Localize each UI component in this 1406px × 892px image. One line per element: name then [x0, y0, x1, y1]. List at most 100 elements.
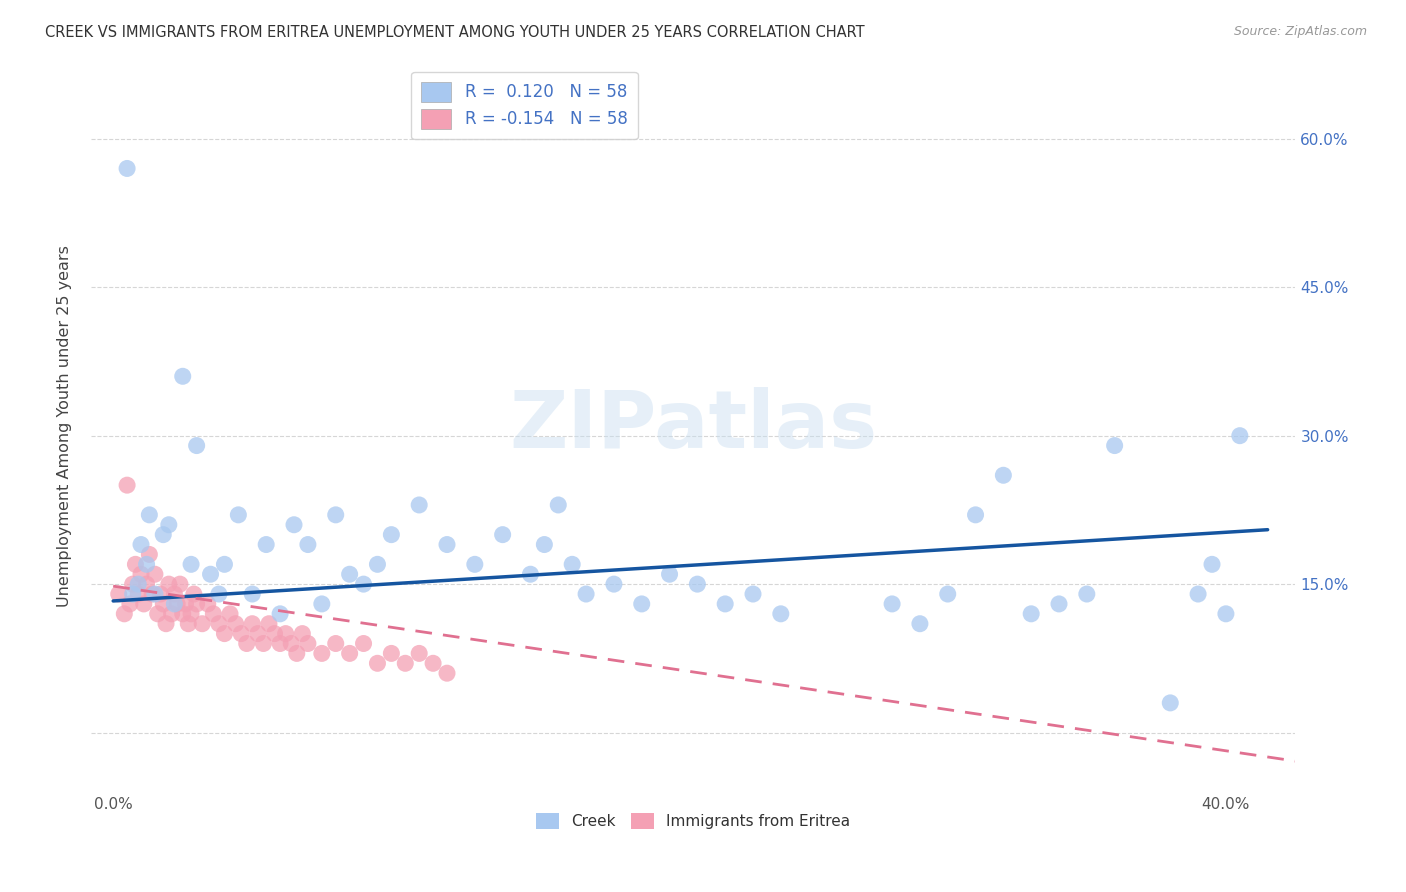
Point — [172, 369, 194, 384]
Point — [1187, 587, 1209, 601]
Point — [225, 616, 247, 631]
Point — [163, 597, 186, 611]
Point — [1019, 607, 1042, 621]
Point — [1159, 696, 1181, 710]
Point — [658, 567, 681, 582]
Point — [202, 607, 225, 621]
Point — [124, 558, 146, 572]
Point — [208, 616, 231, 631]
Point — [908, 616, 931, 631]
Point — [408, 498, 430, 512]
Point — [325, 508, 347, 522]
Point — [769, 607, 792, 621]
Point — [127, 577, 149, 591]
Point — [219, 607, 242, 621]
Point — [575, 587, 598, 601]
Point — [112, 607, 135, 621]
Point — [422, 657, 444, 671]
Point — [155, 616, 177, 631]
Point — [172, 607, 194, 621]
Point — [936, 587, 959, 601]
Point — [174, 597, 197, 611]
Point — [157, 577, 180, 591]
Point — [141, 587, 163, 601]
Point — [254, 537, 277, 551]
Point — [191, 616, 214, 631]
Point — [135, 577, 157, 591]
Point — [118, 597, 141, 611]
Point — [135, 558, 157, 572]
Point — [115, 478, 138, 492]
Point — [160, 607, 183, 621]
Point — [353, 577, 375, 591]
Text: ZIPatlas: ZIPatlas — [509, 387, 877, 465]
Point — [297, 636, 319, 650]
Legend: Creek, Immigrants from Eritrea: Creek, Immigrants from Eritrea — [530, 807, 856, 836]
Point — [127, 587, 149, 601]
Point — [436, 537, 458, 551]
Point — [180, 558, 202, 572]
Point — [138, 508, 160, 522]
Point — [1229, 428, 1251, 442]
Point — [115, 161, 138, 176]
Point — [1201, 558, 1223, 572]
Point — [197, 597, 219, 611]
Point — [880, 597, 903, 611]
Text: Source: ZipAtlas.com: Source: ZipAtlas.com — [1233, 25, 1367, 38]
Point — [214, 626, 236, 640]
Point — [152, 527, 174, 541]
Point — [177, 616, 200, 631]
Point — [533, 537, 555, 551]
Point — [630, 597, 652, 611]
Point — [132, 597, 155, 611]
Point — [311, 597, 333, 611]
Point — [1215, 607, 1237, 621]
Point — [311, 647, 333, 661]
Point — [186, 597, 208, 611]
Point — [339, 647, 361, 661]
Point — [252, 636, 274, 650]
Point — [285, 647, 308, 661]
Point — [380, 527, 402, 541]
Point — [297, 537, 319, 551]
Point — [547, 498, 569, 512]
Point — [163, 587, 186, 601]
Point — [366, 558, 388, 572]
Point — [246, 626, 269, 640]
Point — [380, 647, 402, 661]
Point — [121, 587, 143, 601]
Y-axis label: Unemployment Among Youth under 25 years: Unemployment Among Youth under 25 years — [58, 244, 72, 607]
Point — [107, 587, 129, 601]
Point — [240, 587, 263, 601]
Point — [993, 468, 1015, 483]
Point — [208, 587, 231, 601]
Point — [169, 577, 191, 591]
Point — [603, 577, 626, 591]
Point — [686, 577, 709, 591]
Point — [214, 558, 236, 572]
Point — [280, 636, 302, 650]
Point — [519, 567, 541, 582]
Point — [235, 636, 257, 650]
Point — [464, 558, 486, 572]
Point — [742, 587, 765, 601]
Point — [408, 647, 430, 661]
Point — [231, 626, 253, 640]
Text: CREEK VS IMMIGRANTS FROM ERITREA UNEMPLOYMENT AMONG YOUTH UNDER 25 YEARS CORRELA: CREEK VS IMMIGRANTS FROM ERITREA UNEMPLO… — [45, 25, 865, 40]
Point — [129, 567, 152, 582]
Point — [121, 577, 143, 591]
Point — [965, 508, 987, 522]
Point — [1076, 587, 1098, 601]
Point — [257, 616, 280, 631]
Point — [291, 626, 314, 640]
Point — [157, 517, 180, 532]
Point — [129, 537, 152, 551]
Point — [138, 548, 160, 562]
Point — [269, 636, 291, 650]
Point — [325, 636, 347, 650]
Point — [283, 517, 305, 532]
Point — [263, 626, 285, 640]
Point — [366, 657, 388, 671]
Point — [186, 439, 208, 453]
Point — [269, 607, 291, 621]
